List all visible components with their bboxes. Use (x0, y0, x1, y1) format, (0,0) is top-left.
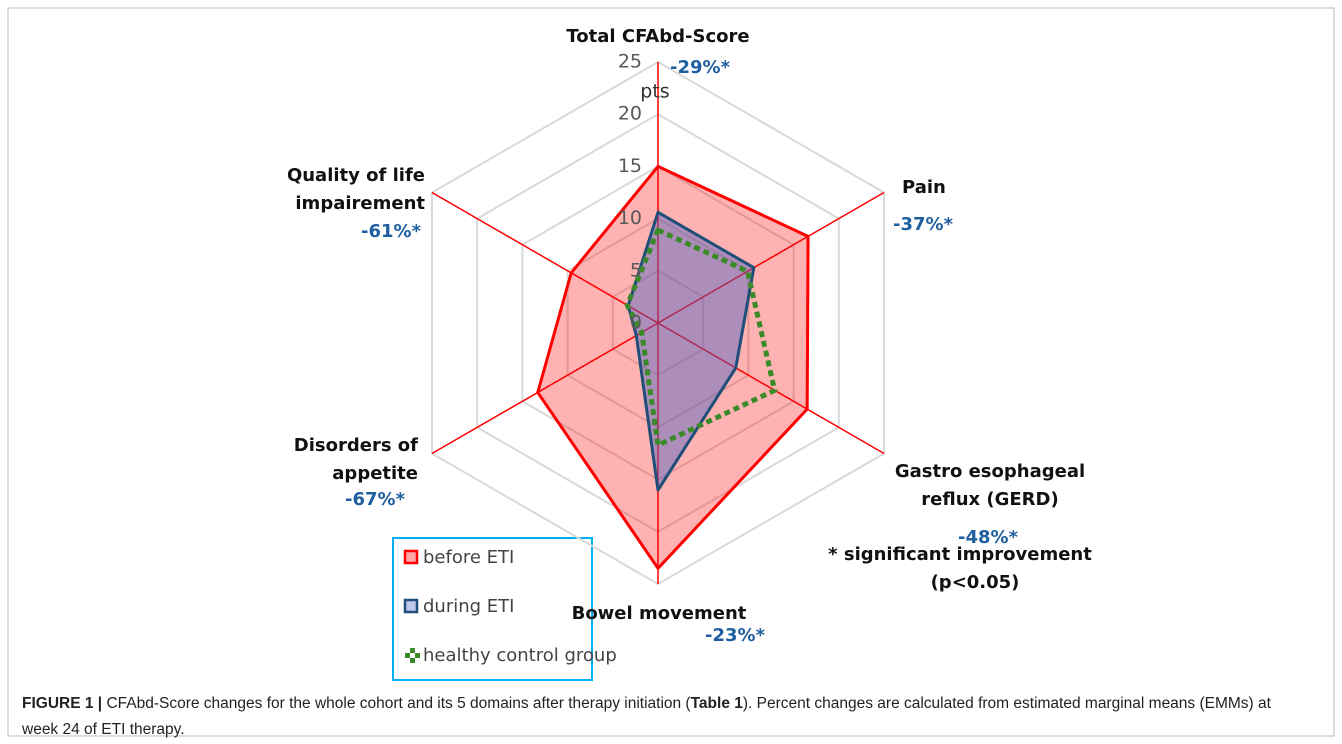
legend-swatch-part (410, 648, 415, 653)
caption-text: ). Percent changes are calculated from e… (22, 695, 1271, 738)
axis-line (431, 191, 659, 324)
category-label: Pain (902, 177, 946, 198)
legend-swatch (403, 598, 419, 614)
change-label: -23%* (705, 625, 766, 646)
caption-text: Table 1 (690, 695, 743, 712)
legend-box (392, 537, 593, 681)
y-tick-label: 20 (618, 103, 642, 125)
y-tick-label: 10 (618, 207, 642, 229)
y-tick-label: 25 (618, 51, 642, 73)
legend-label: before ETI (423, 547, 514, 568)
legend-swatch (405, 648, 420, 663)
unit-label: pts (640, 81, 669, 103)
y-tick-label: 15 (618, 155, 642, 177)
change-label: -29%* (670, 57, 731, 78)
category-label: Gastro esophageal reflux (GERD) (895, 461, 1085, 510)
legend-label: during ETI (423, 596, 514, 617)
axis-line (657, 191, 885, 324)
legend-swatch-part (410, 658, 415, 663)
caption: FIGURE 1 | CFAbd-Score changes for the w… (22, 691, 1302, 743)
legend-swatch (403, 549, 419, 565)
y-tick-label: 5 (630, 259, 642, 281)
frame (7, 7, 1335, 737)
y-tick-label: 0 (630, 312, 642, 334)
caption-text: CFAbd-Score changes for the whole cohort… (102, 695, 691, 712)
legend-label: healthy control group (423, 645, 617, 666)
change-label: -67%* (345, 489, 406, 510)
axis-line (657, 322, 885, 455)
caption-text: FIGURE 1 | (22, 695, 103, 712)
category-label: Total CFAbd-Score (566, 26, 749, 47)
legend-swatch-part (415, 653, 420, 658)
category-label: Disorders of appetite (294, 435, 418, 484)
category-label: Bowel movement (572, 603, 747, 624)
note: (p<0.05) (931, 572, 1020, 593)
series-2-area (624, 227, 778, 448)
legend-swatch-part (405, 653, 410, 658)
axis-line (431, 322, 659, 455)
change-label: -61%* (361, 221, 422, 242)
change-label: -48%* (958, 527, 1019, 548)
category-label: Quality of life impairement (287, 165, 425, 214)
note: * significant improvement (828, 544, 1092, 565)
change-label: -37%* (893, 214, 954, 235)
